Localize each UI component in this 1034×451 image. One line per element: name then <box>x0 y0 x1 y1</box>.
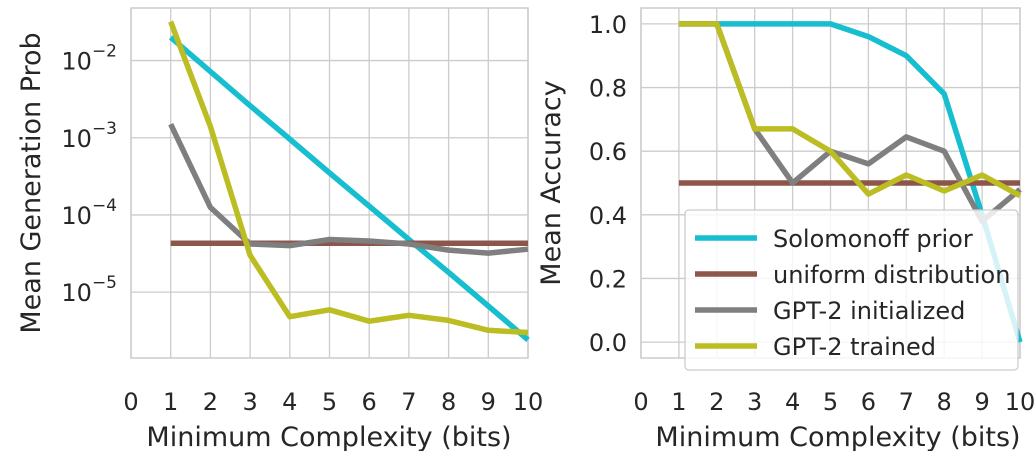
series-line-gpt-2-trained <box>678 21 1022 199</box>
x-tick-label: 4 <box>785 388 800 416</box>
y-tick-label: 1.0 <box>589 11 627 39</box>
x-axis-label: Minimum Complexity (bits) <box>655 422 1020 451</box>
accuracy-chart: 0 1 2 3 4 5 6 7 8 9 10 0.0 0.2 0.4 0.6 0.8 1.0 Minimum Co… <box>536 7 1034 451</box>
y-tick-label: 0.6 <box>589 138 627 166</box>
x-tick-label: 9 <box>481 388 496 416</box>
y-tick-label: 10−2 <box>61 42 117 76</box>
x-tick-label: 0 <box>633 388 648 416</box>
x-tick-label: 8 <box>937 388 952 416</box>
x-tick-label: 2 <box>203 388 218 416</box>
x-tick-label: 0 <box>123 388 138 416</box>
x-tick-label: 6 <box>861 388 876 416</box>
x-tick-label: 9 <box>974 388 989 416</box>
y-tick-label: 0.4 <box>589 202 627 230</box>
y-tick-label: 0.0 <box>589 329 627 357</box>
x-tick-label: 5 <box>823 388 838 416</box>
y-axis-label: Mean Generation Prob <box>16 32 47 333</box>
x-tick-label: 10 <box>1005 388 1034 416</box>
y-axis-label: Mean Accuracy <box>536 80 567 285</box>
plot-frame <box>130 7 529 359</box>
legend: Solomonoff prior uniform distribution GPT-… <box>684 209 1019 371</box>
x-tick-label: 2 <box>709 388 724 416</box>
legend-box <box>684 209 1019 371</box>
x-tick-label: 1 <box>671 388 686 416</box>
legend-label-gpt-2-trained: GPT-2 trained <box>773 333 936 361</box>
legend-label-uniform-distribution: uniform distribution <box>773 261 1010 289</box>
series-line-gpt-2-initialized <box>168 123 529 256</box>
series-line-solomonoff-prior <box>168 35 530 342</box>
legend-label-solomonoff-prior: Solomonoff prior <box>773 225 973 253</box>
y-tick-label: 0.8 <box>589 75 627 103</box>
x-tick-label: 3 <box>242 388 257 416</box>
y-tick-label: 10−5 <box>61 273 117 307</box>
x-tick-label: 6 <box>362 388 377 416</box>
x-tick-label: 5 <box>322 388 337 416</box>
x-tick-label: 8 <box>441 388 456 416</box>
y-tick-label: 0.2 <box>589 265 627 293</box>
series-line-gpt-2-trained <box>168 20 529 336</box>
y-tick-label: 10−3 <box>61 119 117 153</box>
generation-prob-chart: 0 1 2 3 4 5 6 7 8 9 10 10−5 10−4 10−3 10−2 Minimum Comp… <box>16 7 544 451</box>
x-axis-label: Minimum Complexity (bits) <box>146 422 511 451</box>
x-tick-label: 3 <box>747 388 762 416</box>
x-tick-label: 7 <box>401 388 416 416</box>
series-line-solomonoff-prior <box>678 21 1023 343</box>
x-tick-label: 4 <box>282 388 297 416</box>
x-tick-label: 1 <box>163 388 178 416</box>
y-tick-label: 10−4 <box>61 196 117 230</box>
legend-label-gpt-2-initialized: GPT-2 initialized <box>773 297 965 325</box>
x-tick-label: 10 <box>513 388 544 416</box>
x-tick-label: 7 <box>899 388 914 416</box>
